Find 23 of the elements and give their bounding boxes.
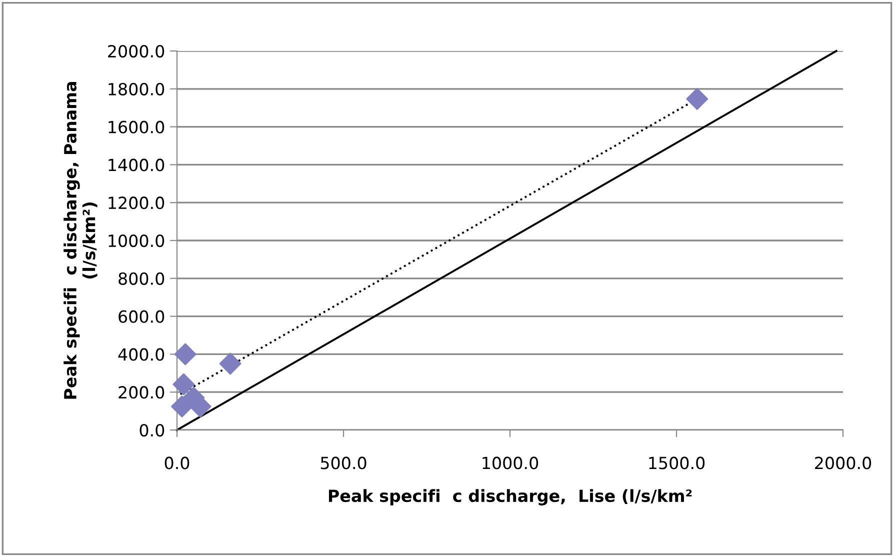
y-tick-label: 1800.0: [108, 82, 164, 96]
y-tick-label: 200.0: [118, 386, 164, 399]
y-tick-label: 800.0: [118, 272, 164, 285]
x-tick-label: 1500.0: [649, 456, 705, 470]
y-tick-label: 600.0: [118, 310, 164, 323]
y-tick-label: 2000.0: [108, 44, 164, 58]
y-tick-label: 1400.0: [108, 158, 164, 172]
point: [172, 373, 195, 396]
y-tick-label: 1000.0: [108, 234, 164, 248]
point: [174, 343, 196, 366]
x-tick-label: 500.0: [320, 456, 366, 470]
y-tick-label: 400.0: [118, 348, 164, 361]
point: [219, 352, 242, 375]
y-tick-label: 1600.0: [108, 120, 164, 134]
point: [686, 88, 708, 110]
y-tick-label: 0.0: [140, 424, 164, 437]
y-axis-title: Peak specifi c discharge, Panama (l/s/km²): [64, 82, 98, 399]
x-tick-label: 2000.0: [815, 456, 872, 470]
x-tick-label: 1000.0: [482, 456, 538, 470]
x-axis-title: Peak specifi c discharge, Lise (l/s/km²: [328, 489, 692, 506]
y-tick-label: 1200.0: [108, 196, 164, 210]
point: [171, 396, 193, 418]
x-tick-label: 0.0: [164, 456, 190, 470]
